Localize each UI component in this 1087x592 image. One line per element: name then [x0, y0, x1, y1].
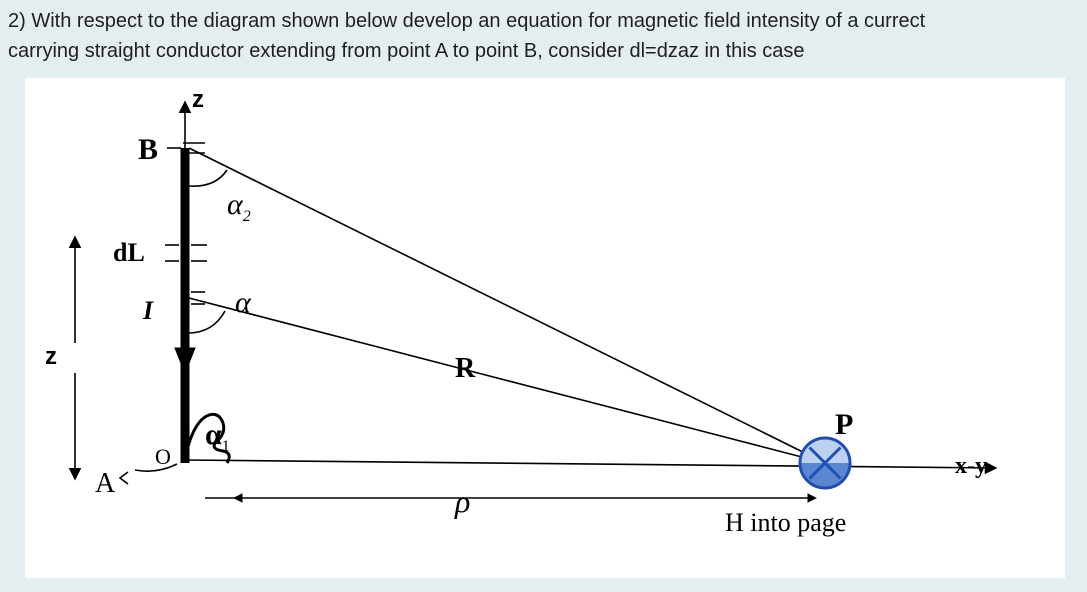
point-p-label: P	[835, 408, 853, 442]
page-root: 2) With respect to the diagram shown bel…	[0, 0, 1087, 592]
question-line1: With respect to the diagram shown below …	[31, 10, 925, 32]
alpha2-base: α	[227, 188, 243, 221]
point-a-label: A	[95, 468, 115, 500]
origin-label: O	[155, 444, 171, 470]
h-into-page-note: H into page	[725, 508, 846, 538]
alpha1-base: α	[205, 418, 222, 451]
question-number: 2)	[8, 10, 26, 32]
z-side-label: z	[45, 343, 57, 371]
current-i-label: I	[143, 296, 153, 326]
alpha1-sub: 1	[222, 438, 230, 455]
dl-label: dL	[113, 238, 145, 268]
diagram-panel: z B dL I α α2 α1 z A O R P x-y ρ H into …	[25, 78, 1065, 578]
diagram-svg	[25, 78, 1065, 578]
xy-axis-label: x-y	[955, 453, 987, 480]
r-label: R	[455, 353, 475, 385]
question-text: 2) With respect to the diagram shown bel…	[8, 6, 1067, 66]
alpha-label: α	[235, 286, 251, 320]
question-line2: carrying straight conductor extending fr…	[8, 40, 805, 62]
rho-label: ρ	[455, 483, 470, 520]
alpha1-label: α1	[205, 418, 230, 456]
point-b-label: B	[138, 133, 158, 167]
alpha2-sub: 2	[243, 208, 251, 225]
z-axis-top-label: z	[192, 86, 204, 114]
alpha2-label: α2	[227, 188, 251, 226]
